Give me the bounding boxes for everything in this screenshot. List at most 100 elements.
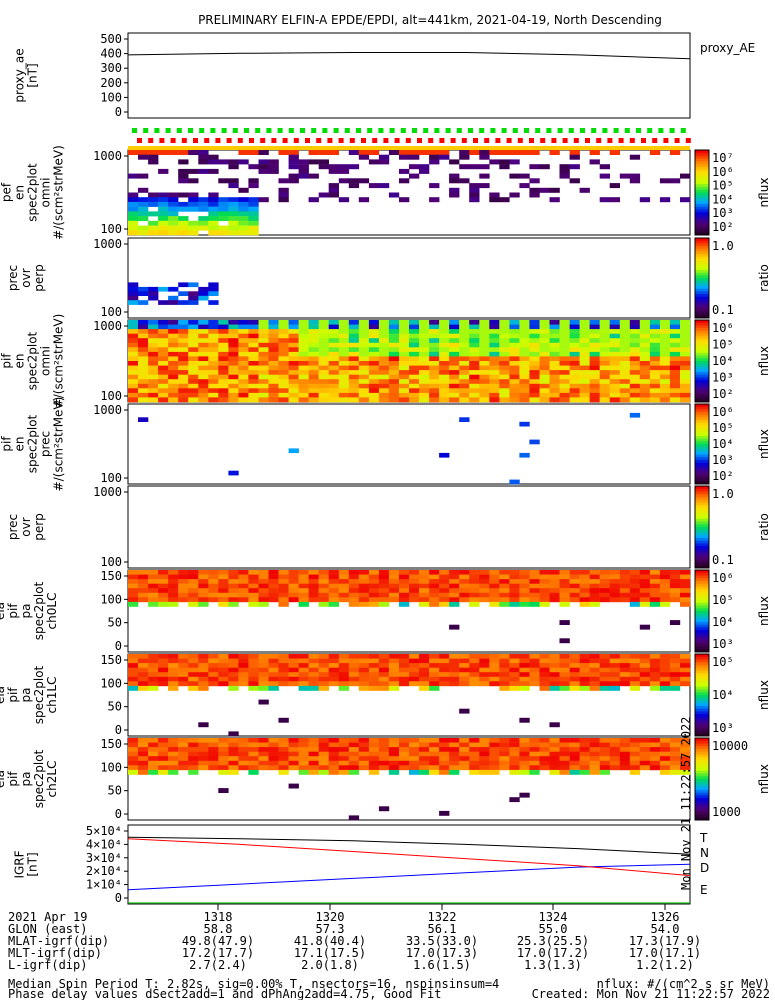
heatmap-cell	[479, 347, 490, 353]
heatmap-cell	[218, 361, 229, 366]
heatmap-cell	[368, 388, 380, 394]
colorbar-cell	[695, 608, 709, 612]
heatmap-cell	[208, 583, 219, 589]
heatmap-cell	[298, 365, 309, 371]
heatmap-cell	[178, 173, 189, 179]
heatmap-cell	[529, 663, 540, 668]
heatmap-cell	[278, 397, 289, 403]
heatmap-cell	[459, 765, 470, 771]
heatmap-cell	[158, 324, 169, 330]
heatmap-cell	[499, 361, 510, 366]
heatmap-cell	[168, 351, 179, 357]
heatmap-cell	[559, 168, 570, 174]
heatmap-cell	[599, 329, 610, 334]
heatmap-cell	[409, 379, 420, 385]
colorbar-cell	[695, 371, 709, 376]
heatmap-cell	[479, 388, 490, 394]
heatmap-cell	[419, 374, 430, 380]
y-tick-label: 5×10⁴	[86, 824, 122, 838]
heatmap-cell	[178, 168, 189, 174]
heatmap-cell	[338, 320, 350, 325]
colorbar-cell	[695, 315, 709, 319]
heatmap-cell	[429, 324, 440, 330]
colorbar-cell	[695, 543, 709, 547]
legend-E: E	[700, 883, 708, 897]
heatmap-cell	[680, 388, 691, 394]
heatmap-cell	[579, 583, 590, 589]
heatmap-cell	[559, 329, 570, 334]
heatmap-cell	[599, 333, 610, 339]
heatmap-cell	[669, 658, 681, 664]
heatmap-cell	[479, 370, 490, 375]
heatmap-cell	[579, 672, 590, 678]
heatmap-cell	[198, 365, 209, 371]
heatmap-cell	[208, 747, 219, 752]
heatmap-cell	[218, 329, 229, 334]
heatmap-cell	[459, 676, 470, 682]
colorbar-cell	[695, 806, 709, 810]
heatmap-cell	[469, 192, 480, 198]
heatmap-cell	[639, 742, 651, 748]
colorbar-cell	[695, 527, 709, 531]
heatmap-cell	[469, 361, 480, 366]
heatmap-cell	[409, 654, 420, 659]
heatmap-cell	[409, 672, 420, 678]
heatmap-cell	[589, 765, 600, 771]
heatmap-cell	[378, 738, 390, 743]
heatmap-cell	[298, 760, 309, 766]
colorbar-cell	[695, 470, 709, 474]
heatmap-cell	[599, 361, 610, 366]
heatmap-cell	[328, 756, 339, 762]
heatmap-cell	[559, 620, 570, 625]
heatmap-cell	[328, 738, 339, 743]
status-marker-red	[282, 138, 288, 143]
heatmap-cell	[489, 658, 500, 664]
heatmap-cell	[449, 187, 460, 193]
heatmap-cell	[479, 756, 490, 762]
colorbar-cell	[695, 649, 709, 653]
heatmap-cell	[399, 574, 410, 580]
heatmap-cell	[589, 370, 600, 375]
heatmap-cell	[459, 388, 470, 394]
colorbar-cell	[695, 278, 709, 282]
heatmap-cell	[649, 672, 661, 678]
status-marker-green	[165, 128, 171, 133]
heatmap-cell	[429, 765, 440, 771]
colorbar-cell	[695, 304, 709, 308]
heatmap-cell	[549, 342, 560, 348]
heatmap-cell	[308, 379, 319, 385]
heatmap-cell	[178, 383, 189, 389]
heatmap-cell	[659, 583, 671, 589]
heatmap-cell	[529, 392, 540, 398]
heatmap-cell	[429, 592, 440, 598]
heatmap-cell	[218, 681, 229, 687]
heatmap-cell	[609, 383, 620, 389]
heatmap-cell	[178, 150, 189, 155]
heatmap-cell	[268, 361, 279, 366]
heatmap-cell	[148, 333, 159, 339]
status-marker-green	[210, 128, 216, 133]
heatmap-cell	[128, 579, 139, 584]
colorbar-cell	[695, 697, 709, 701]
heatmap-cell	[619, 370, 631, 375]
heatmap-cell	[188, 742, 199, 748]
heatmap-cell	[148, 329, 159, 334]
heatmap-cell	[268, 765, 279, 771]
heatmap-cell	[268, 663, 279, 668]
heatmap-cell	[188, 756, 199, 762]
heatmap-cell	[569, 164, 580, 170]
heatmap-cell	[509, 388, 520, 394]
heatmap-cell	[198, 588, 209, 594]
heatmap-cell	[489, 329, 500, 334]
heatmap-cell	[318, 760, 329, 766]
heatmap-cell	[429, 663, 440, 668]
heatmap-cell	[198, 342, 209, 348]
heatmap-cell	[318, 681, 329, 687]
heatmap-cell	[399, 765, 410, 771]
colorbar-cell	[695, 481, 709, 485]
heatmap-cell	[409, 365, 420, 371]
heatmap-cell	[318, 164, 329, 170]
heatmap-cell	[489, 681, 500, 687]
heatmap-cell	[609, 583, 620, 589]
heatmap-cell	[198, 685, 209, 691]
